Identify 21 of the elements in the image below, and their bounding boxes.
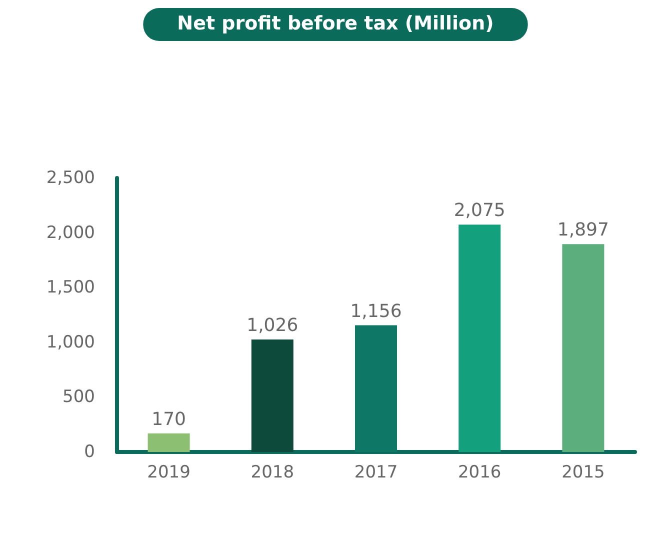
x-tick-label: 2019 bbox=[147, 462, 190, 482]
y-tick-label: 0 bbox=[84, 442, 95, 462]
y-tick-label: 2,500 bbox=[46, 168, 95, 188]
bar bbox=[251, 340, 294, 452]
x-tick-label: 2015 bbox=[562, 462, 605, 482]
bar bbox=[562, 244, 604, 452]
data-label: 170 bbox=[152, 408, 186, 430]
x-tick-label: 2017 bbox=[354, 462, 398, 482]
y-tick-label: 500 bbox=[62, 387, 95, 408]
data-label: 1,897 bbox=[557, 220, 609, 241]
chart-title: Net profit before tax (Million) bbox=[177, 12, 494, 34]
y-tick-label: 1,000 bbox=[46, 332, 95, 352]
y-tick-label: 1,500 bbox=[46, 278, 95, 298]
x-tick-label: 2018 bbox=[250, 462, 294, 482]
bar bbox=[458, 224, 501, 452]
data-label: 1,156 bbox=[350, 300, 402, 322]
data-label: 2,075 bbox=[454, 200, 506, 222]
x-tick-label: 2016 bbox=[458, 462, 502, 482]
bar bbox=[148, 433, 190, 452]
y-tick-label: 2,000 bbox=[46, 222, 95, 243]
data-label: 1,026 bbox=[246, 315, 298, 336]
